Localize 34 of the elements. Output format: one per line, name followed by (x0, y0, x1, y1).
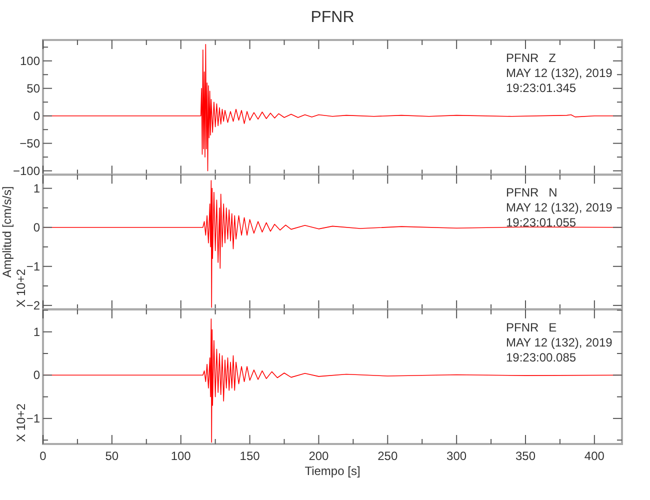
annotation: MAY 12 (132), 2019 (506, 200, 613, 215)
annotation: PFNR N (506, 186, 558, 200)
x-tick-label: 200 (308, 449, 330, 463)
x-tick-label: 300 (446, 449, 467, 463)
y-tick-label: 1 (33, 324, 40, 339)
y-tick-label: −1 (26, 411, 40, 426)
y-tick-label: 1 (33, 181, 40, 196)
x-tick-label: 100 (170, 449, 192, 463)
annotation: 19:23:00.085 (506, 350, 576, 364)
y-tick-label: 0 (33, 368, 40, 382)
annotation: MAY 12 (132), 2019 (506, 335, 613, 350)
chart-title: PFNR (310, 9, 354, 26)
y-tick-label: 0 (33, 108, 40, 123)
y-tick-label: −50 (20, 136, 40, 150)
annotation: PFNR Z (506, 51, 556, 65)
y-tick-label: 0 (33, 220, 40, 234)
x-tick-label: 250 (378, 449, 398, 463)
y-tick-label: 100 (20, 54, 40, 68)
y-tick-label: −100 (12, 164, 40, 178)
x-tick-label: 50 (105, 449, 119, 463)
x-tick-label: 150 (240, 449, 260, 463)
y-axis-title: Amplitud [cm/s/s] (0, 186, 14, 278)
text: X 10+2 (14, 403, 28, 442)
annotation: MAY 12 (132), 2019 (506, 66, 613, 80)
annotation: PFNR E (506, 320, 557, 334)
y-tick-label: −2 (26, 298, 40, 312)
text: X 10+2 (14, 268, 28, 308)
y-tick-label: −1 (26, 259, 40, 274)
x-tick-label: 400 (584, 449, 605, 463)
x-axis-title: Tiempo [s] (304, 464, 360, 478)
annotation: 19:23:01.345 (506, 81, 576, 95)
x-tick-label: 350 (515, 449, 536, 463)
y-tick-label: 50 (26, 81, 40, 96)
annotation: 19:23:01.055 (506, 216, 576, 230)
